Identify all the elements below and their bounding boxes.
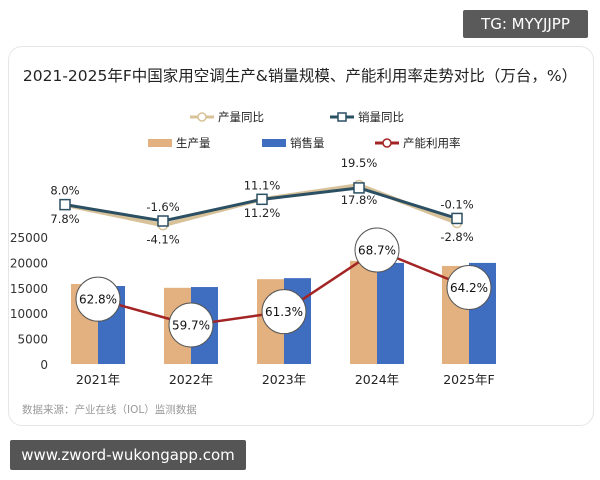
legend-sales-yoy-label: 销量同比: [358, 110, 404, 124]
website-badge: www.zword-wukongapp.com: [10, 440, 246, 470]
legend-sales-swatch: [262, 139, 286, 147]
point-sales-yoy: [353, 182, 365, 194]
legend-sales-yoy-marker: [337, 112, 347, 122]
x-tick-label: 2025年F: [443, 372, 495, 387]
legend-production-yoy-label: 产量同比: [218, 110, 264, 124]
point-utilization: [446, 265, 492, 311]
x-tick-label: 2022年: [169, 372, 213, 387]
label-sales-yoy: 17.8%: [341, 193, 378, 207]
point-sales-yoy: [451, 212, 463, 225]
legend-utilization-marker: [382, 138, 392, 148]
label-utilization: 59.7%: [172, 319, 210, 333]
y-tick-label: 20000: [10, 256, 48, 270]
x-tick-label: 2024年: [355, 372, 399, 387]
bar-sales: [377, 262, 404, 364]
label-utilization: 68.7%: [358, 244, 396, 258]
y-tick-label: 15000: [10, 282, 48, 296]
label-sales-yoy: -0.1%: [440, 197, 473, 211]
point-sales-yoy: [59, 198, 71, 211]
label-production-yoy: 7.8%: [50, 212, 79, 226]
y-tick-label: 10000: [10, 307, 48, 321]
label-production-yoy: 11.2%: [244, 206, 281, 220]
label-production-yoy: 19.5%: [341, 156, 378, 170]
label-sales-yoy: 8.0%: [50, 184, 79, 198]
legend-production-label: 生产量: [176, 136, 211, 150]
point-sales-yoy: [157, 215, 169, 227]
label-sales-yoy: 11.1%: [244, 178, 281, 192]
chart-title: 2021-2025年F中国家用空调生产&销量规模、产能利用率走势对比（万台，%）: [22, 67, 578, 85]
label-production-yoy: -2.8%: [440, 230, 473, 244]
point-utilization: [75, 276, 121, 322]
point-sales-yoy: [256, 193, 268, 206]
bar-production: [350, 260, 377, 364]
legend-production-swatch: [148, 139, 172, 147]
x-tick-label: 2023年: [262, 372, 306, 387]
label-utilization: 61.3%: [265, 305, 303, 319]
label-utilization: 62.8%: [79, 293, 117, 307]
source-note: 数据来源：产业在线（IOL）监测数据: [22, 404, 197, 416]
tg-badge: TG: MYYJJPP: [463, 10, 588, 38]
legend-sales-label: 销售量: [290, 136, 325, 150]
x-tick-label: 2021年: [76, 372, 120, 387]
label-production-yoy: -4.1%: [146, 232, 179, 246]
point-utilization: [168, 302, 214, 348]
label-sales-yoy: -1.6%: [146, 200, 179, 214]
y-tick-label: 5000: [17, 333, 48, 347]
legend-production-yoy-marker: [197, 112, 207, 122]
y-tick-label: 0: [40, 358, 48, 372]
point-utilization: [354, 227, 400, 273]
label-utilization: 64.2%: [450, 281, 488, 295]
y-tick-label: 25000: [10, 231, 48, 245]
point-utilization: [261, 289, 307, 335]
legend-utilization-label: 产能利用率: [403, 136, 461, 150]
